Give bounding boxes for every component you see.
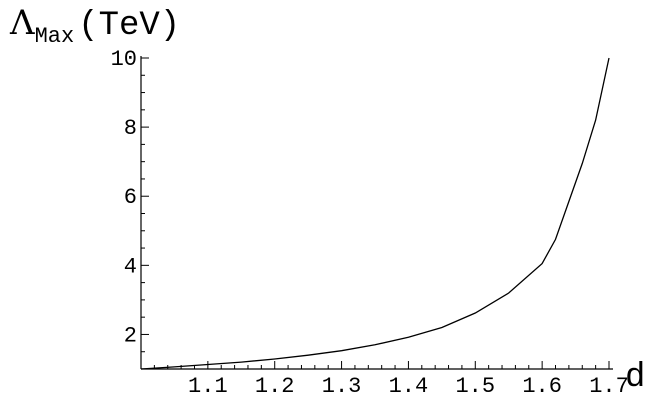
y-axis-title-subscript: Max <box>35 24 75 49</box>
x-tick-label: 1.5 <box>455 374 495 399</box>
y-tick-label: 4 <box>124 254 137 279</box>
y-tick-label: 8 <box>124 116 137 141</box>
x-tick-label: 1.1 <box>188 374 228 399</box>
y-axis-title-unit: (TeV) <box>78 7 180 45</box>
y-tick-labels: 2 4 6 8 10 <box>111 47 137 348</box>
x-tick-label: 1.6 <box>522 374 562 399</box>
y-ticks <box>141 57 149 353</box>
x-tick-label: 1.3 <box>322 374 362 399</box>
series-line <box>140 57 610 370</box>
x-axis-title: d <box>625 359 645 397</box>
x-tick-label: 1.7 <box>589 374 629 399</box>
y-tick-label: 6 <box>124 185 137 210</box>
x-tick-labels: 1.1 1.2 1.3 1.4 1.5 1.6 1.7 <box>188 374 629 399</box>
x-tick-label: 1.4 <box>389 374 429 399</box>
x-ticks <box>153 361 610 369</box>
y-tick-label: 10 <box>111 47 137 72</box>
x-tick-label: 1.2 <box>255 374 295 399</box>
y-axis-title-symbol: Λ <box>9 3 35 43</box>
axes <box>140 56 613 370</box>
series <box>140 57 610 370</box>
y-axis-title: ΛMax (TeV) <box>9 3 180 49</box>
y-tick-label: 2 <box>124 323 137 348</box>
